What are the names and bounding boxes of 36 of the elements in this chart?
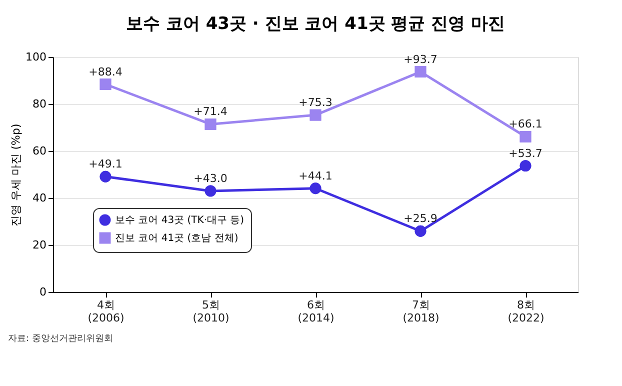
point bbox=[204, 118, 216, 130]
y-tick-label: 100 bbox=[26, 50, 46, 64]
point bbox=[520, 130, 532, 142]
x-tick-label: 6회 (2014) bbox=[298, 298, 334, 324]
x-tick-label: 8회 (2022) bbox=[508, 298, 544, 324]
point bbox=[414, 66, 426, 78]
point bbox=[100, 78, 112, 90]
data-label: +93.7 bbox=[404, 52, 438, 66]
y-tick-label: 60 bbox=[32, 144, 46, 158]
y-tick-label: 20 bbox=[32, 238, 46, 252]
data-label: +66.1 bbox=[508, 118, 542, 131]
data-label: +53.7 bbox=[508, 146, 542, 160]
data-label: +25.9 bbox=[404, 212, 438, 226]
x-tick-label: 5회 (2010) bbox=[192, 298, 230, 324]
y-tick-label: 80 bbox=[32, 98, 46, 110]
point bbox=[310, 182, 322, 194]
data-label: +71.4 bbox=[194, 105, 228, 118]
x-tick-label: 7회 (2018) bbox=[402, 298, 440, 324]
point bbox=[520, 160, 532, 172]
data-label: +49.1 bbox=[88, 158, 122, 171]
legend-label: 보수 코어 43곳 (TK·대구 등) bbox=[115, 215, 244, 226]
y-tick-label: 40 bbox=[32, 192, 46, 204]
data-label: +43.0 bbox=[194, 172, 228, 185]
text: 자료: 중앙선거관리위원회 bbox=[8, 334, 113, 344]
y-axis-title: 진영 우세 마진 (%p) bbox=[10, 124, 23, 226]
legend-label: 진보 코어 41곳 (호남 전체) bbox=[115, 233, 238, 244]
point bbox=[100, 170, 112, 182]
point bbox=[414, 225, 426, 237]
data-label: +75.3 bbox=[298, 96, 332, 110]
point bbox=[310, 109, 322, 121]
x-tick-label: 4회 (2006) bbox=[88, 298, 124, 324]
chart-title: 보수 코어 43곳 · 진보 코어 41곳 평균 진영 마진 bbox=[126, 14, 506, 34]
data-label: +44.1 bbox=[298, 169, 332, 182]
data-label: +88.4 bbox=[88, 65, 122, 78]
point bbox=[204, 185, 216, 197]
y-tick-label: 0 bbox=[40, 286, 46, 298]
